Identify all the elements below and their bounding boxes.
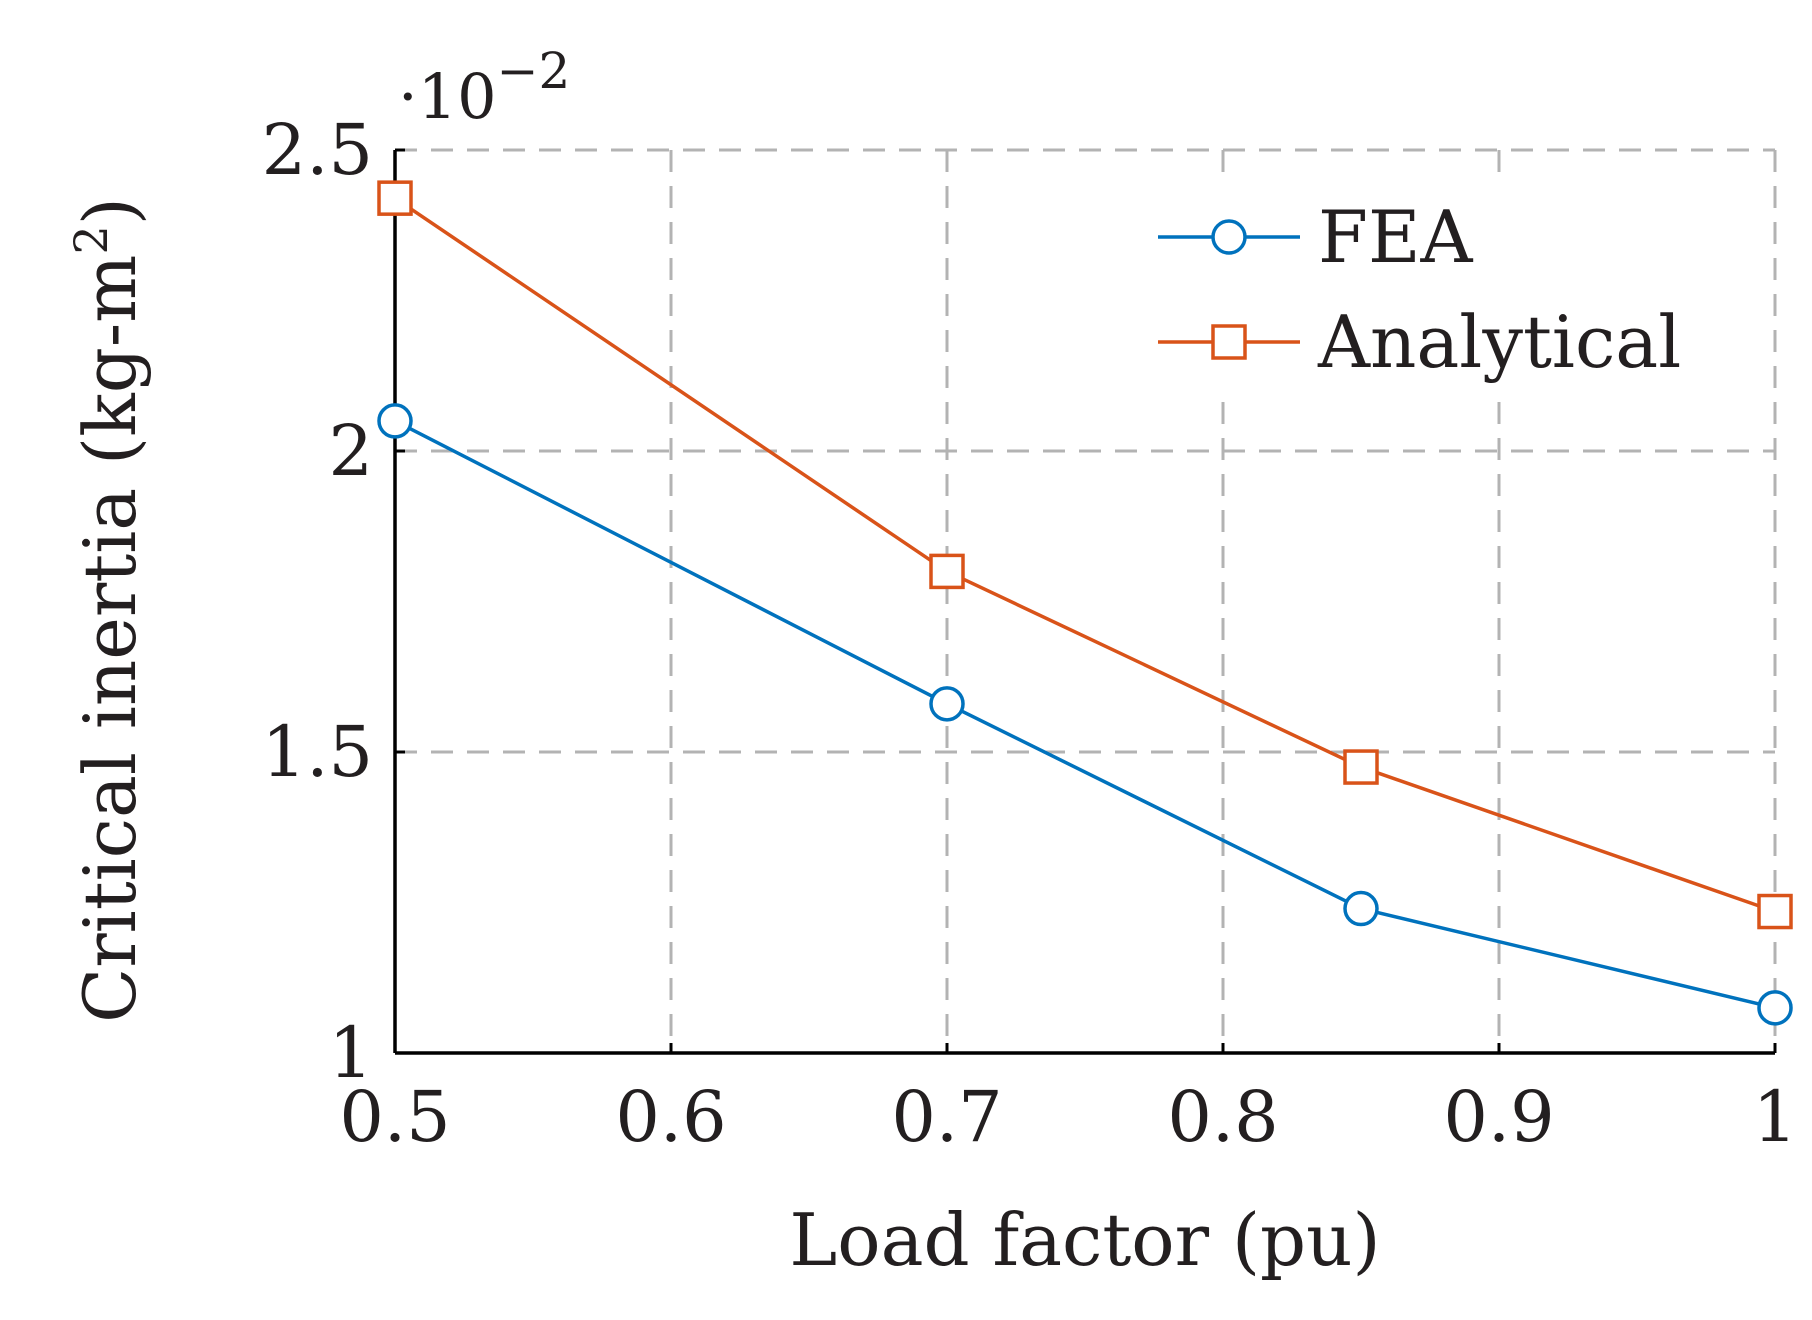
data-point-analytical bbox=[1757, 893, 1793, 930]
y-axis-title-main: Critical inertia (kg-m bbox=[68, 255, 152, 1023]
x-tick-label: 0.5 bbox=[339, 1076, 450, 1158]
y-axis-multiplier: ·10−2 bbox=[398, 42, 570, 133]
legend-label-analytical: Analytical bbox=[1317, 300, 1681, 384]
series-line-fea bbox=[394, 419, 1776, 1010]
legend: FEA Analytical bbox=[1145, 180, 1765, 400]
y-tick-label: 1.5 bbox=[262, 711, 373, 793]
data-point-analytical bbox=[1343, 749, 1379, 785]
series-analytical bbox=[377, 180, 1793, 930]
series-line-analytical bbox=[394, 196, 1776, 914]
y-axis-title: Critical inertia (kg-m2) bbox=[64, 197, 152, 1023]
series-group bbox=[377, 180, 1793, 1026]
x-axis-title: Load factor (pu) bbox=[789, 1198, 1380, 1282]
x-tick-label: 0.9 bbox=[1443, 1076, 1554, 1158]
axes bbox=[393, 148, 1777, 1055]
x-tick-label: 0.7 bbox=[891, 1076, 1002, 1158]
tick-labels: 0.5 0.6 0.7 0.8 0.9 1 1 1.5 2 2.5 bbox=[262, 109, 1798, 1158]
y-axis-title-close: ) bbox=[68, 197, 152, 225]
legend-background bbox=[1145, 180, 1765, 400]
data-point-analytical bbox=[929, 553, 965, 590]
legend-marker-analytical bbox=[1211, 324, 1247, 360]
data-point-fea bbox=[1343, 890, 1379, 927]
data-point-fea bbox=[929, 686, 965, 722]
series-fea bbox=[377, 403, 1793, 1026]
data-point-fea bbox=[377, 403, 413, 439]
x-tick-label: 0.8 bbox=[1167, 1076, 1278, 1158]
data-point-fea bbox=[1757, 990, 1793, 1026]
legend-marker-fea bbox=[1211, 219, 1247, 255]
y-axis-multiplier-exp: −2 bbox=[497, 42, 571, 100]
legend-label-fea: FEA bbox=[1318, 195, 1474, 279]
y-axis-title-sup: 2 bbox=[64, 225, 118, 254]
y-axis-multiplier-base: ·10 bbox=[398, 60, 497, 133]
y-tick-label: 1 bbox=[328, 1012, 373, 1094]
x-tick-label: 1 bbox=[1753, 1076, 1798, 1158]
data-point-analytical bbox=[377, 180, 413, 216]
y-tick-label: 2.5 bbox=[262, 109, 373, 191]
x-tick-label: 0.6 bbox=[615, 1076, 726, 1158]
y-tick-label: 2 bbox=[328, 410, 373, 492]
